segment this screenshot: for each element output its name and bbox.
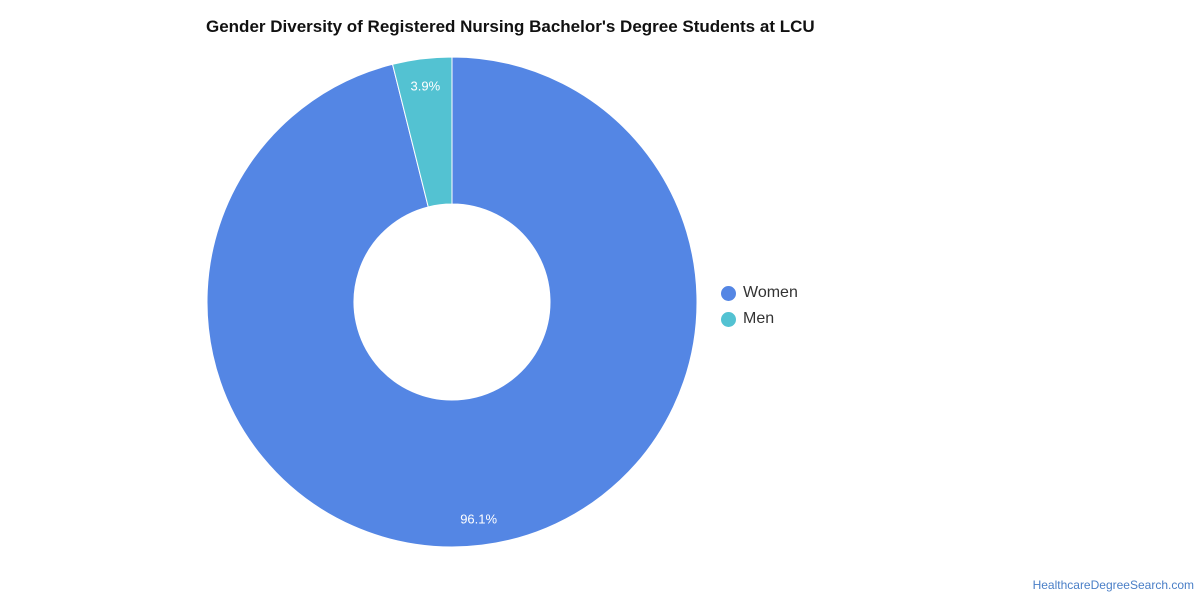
legend-item-men[interactable]: Men — [721, 306, 798, 332]
legend-swatch-women — [721, 285, 736, 301]
legend: Women Men — [721, 280, 798, 332]
chart-title: Gender Diversity of Registered Nursing B… — [206, 17, 815, 36]
slice-men[interactable] — [391, 56, 453, 208]
slice-label-women: 96.1% — [460, 511, 497, 526]
source-credit[interactable]: HealthcareDegreeSearch.com — [1032, 578, 1194, 592]
legend-label-men: Men — [743, 310, 775, 327]
legend-item-women[interactable]: Women — [721, 280, 798, 306]
legend-label-women: Women — [743, 284, 798, 301]
legend-swatch-men — [721, 311, 736, 327]
slice-label-men: 3.9% — [411, 79, 441, 94]
slice-women[interactable] — [206, 56, 698, 548]
